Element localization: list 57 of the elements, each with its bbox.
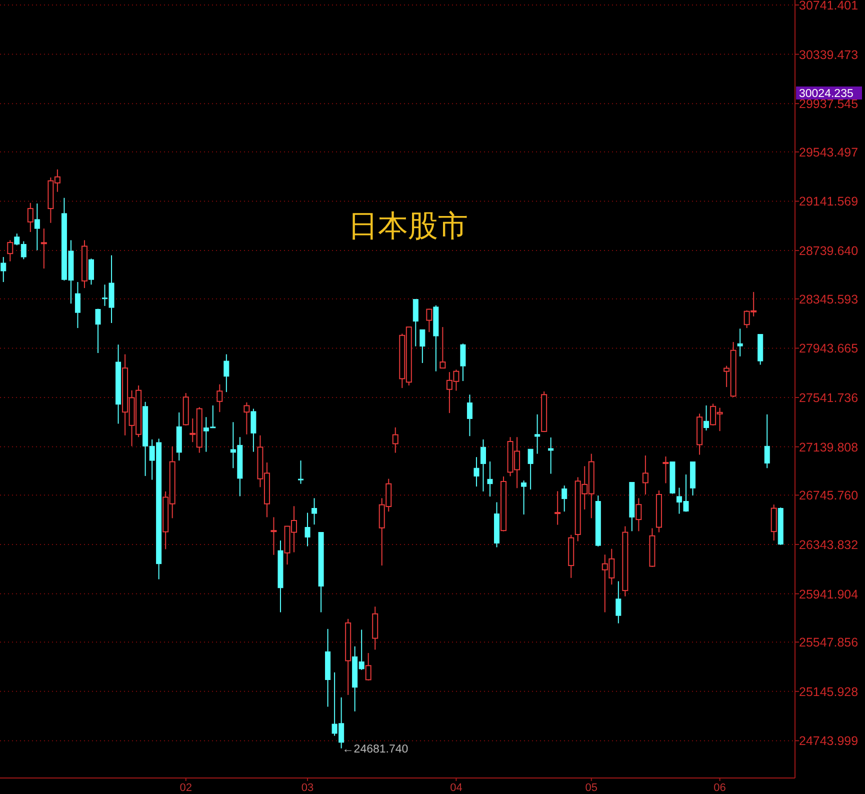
y-tick-label: 28739.640 — [799, 244, 858, 258]
candlestick — [622, 526, 628, 597]
candlestick — [0, 256, 6, 283]
annotation: ←24681.740 — [342, 743, 408, 756]
candlestick — [764, 414, 770, 469]
candlestick — [737, 328, 743, 357]
x-tick-label: 05 — [585, 782, 598, 794]
candlestick — [466, 394, 472, 437]
candlestick — [325, 628, 331, 708]
y-tick-label: 26343.832 — [799, 538, 858, 552]
y-tick-label: 27943.665 — [799, 342, 858, 356]
y-tick-label: 25547.856 — [799, 636, 858, 650]
candlestick — [616, 580, 622, 624]
candlestick — [88, 258, 94, 286]
y-tick-label: 25941.904 — [799, 587, 858, 602]
candlestick — [312, 498, 318, 526]
y-tick-label: 28345.593 — [799, 292, 858, 306]
y-tick-label: 30741.401 — [799, 0, 858, 12]
candlestick — [74, 282, 80, 329]
y-tick-label: 30339.473 — [799, 48, 858, 62]
y-tick-label: 25145.928 — [799, 684, 858, 699]
candlestick — [704, 404, 710, 431]
y-tick-label: 27541.736 — [799, 390, 858, 405]
candlestick — [176, 412, 182, 462]
candlestick — [278, 540, 284, 613]
candlestick — [642, 454, 648, 495]
candlestick — [116, 344, 122, 424]
candlestick — [636, 498, 642, 532]
candlestick — [534, 414, 540, 454]
candlestick — [270, 516, 277, 556]
x-tick-label: 03 — [301, 782, 314, 794]
y-tick-label: 29141.569 — [799, 194, 858, 209]
candlestick — [298, 460, 304, 484]
candlestick — [34, 203, 40, 251]
candlestick — [480, 438, 486, 492]
y-tick-label: 29543.497 — [799, 145, 858, 160]
candlestick — [662, 456, 669, 484]
candlestick — [474, 456, 480, 488]
candlestick — [554, 490, 561, 526]
candlestick — [548, 436, 554, 474]
y-tick-label: 29937.545 — [799, 97, 858, 112]
candlestick — [304, 512, 310, 547]
candlestick — [372, 606, 378, 650]
x-tick-label: 02 — [180, 782, 192, 794]
candlestick — [81, 240, 88, 289]
y-tick-label: 27139.808 — [799, 440, 858, 454]
x-tick-label: 04 — [450, 782, 462, 794]
candlestick — [562, 485, 568, 512]
y-tick-label: 26745.760 — [799, 488, 858, 503]
candlestick — [487, 461, 493, 497]
candlestick — [392, 426, 398, 454]
x-tick-label: 06 — [714, 782, 726, 794]
candlestick — [40, 228, 47, 270]
candlestick — [460, 343, 466, 382]
text: 日本股市 — [348, 210, 468, 243]
y-tick-label: 24743.999 — [799, 734, 858, 748]
text: 30024.235 — [799, 88, 854, 100]
